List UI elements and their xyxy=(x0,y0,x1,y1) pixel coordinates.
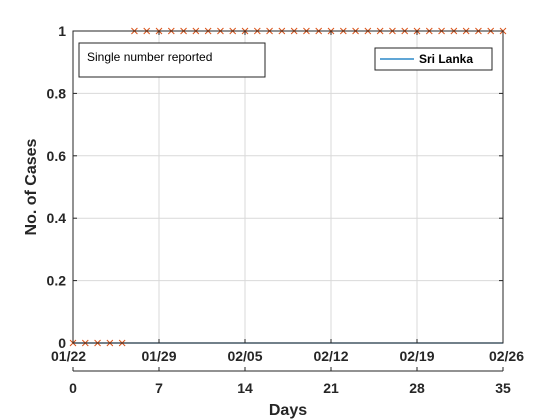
date-tick-label-1: 01/29 xyxy=(141,348,176,364)
y-tick-label-1: 0.2 xyxy=(47,273,67,289)
legend: Sri Lanka xyxy=(374,47,493,71)
annotation-frame xyxy=(78,42,266,78)
date-tick-label-3: 02/12 xyxy=(313,348,348,364)
y-tick-label-4: 0.8 xyxy=(47,85,67,101)
x-tick-label-0: 0 xyxy=(69,380,77,396)
plot-frame xyxy=(72,30,504,344)
x-tick-label-5: 35 xyxy=(495,380,511,396)
date-tick-label-0: 01/22 xyxy=(51,348,86,364)
legend-entry-sri-lanka: Sri Lanka xyxy=(419,52,473,66)
x-axis: 0 7 14 21 28 35 xyxy=(69,367,511,396)
x-tick-label-4: 28 xyxy=(409,380,425,396)
x-tick-label-2: 14 xyxy=(237,380,253,396)
y-axis-label: No. of Cases xyxy=(23,138,40,235)
annotation-box: Single number reported xyxy=(78,42,266,78)
date-tick-label-4: 02/19 xyxy=(399,348,434,364)
date-axis: 01/22 01/29 02/05 02/12 02/19 02/26 xyxy=(51,31,524,364)
annotation-text: Single number reported xyxy=(87,50,212,64)
x-axis-label: Days xyxy=(269,402,307,419)
y-tick-label-3: 0.6 xyxy=(47,148,67,164)
y-tick-label-0: 0 xyxy=(58,335,66,351)
date-tick-label-5: 02/26 xyxy=(489,348,524,364)
plot-area xyxy=(73,31,503,343)
y-tick-label-5: 1 xyxy=(58,23,66,39)
y-axis: 0 0.2 0.4 0.6 0.8 1 xyxy=(47,23,503,351)
date-tick-label-2: 02/05 xyxy=(227,348,262,364)
y-tick-label-2: 0.4 xyxy=(47,210,67,226)
legend-frame xyxy=(374,47,493,71)
x-tick-label-1: 7 xyxy=(155,380,163,396)
x-tick-label-3: 21 xyxy=(323,380,339,396)
